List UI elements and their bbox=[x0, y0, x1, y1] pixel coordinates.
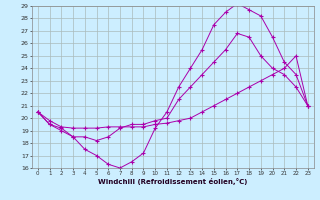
X-axis label: Windchill (Refroidissement éolien,°C): Windchill (Refroidissement éolien,°C) bbox=[98, 178, 247, 185]
